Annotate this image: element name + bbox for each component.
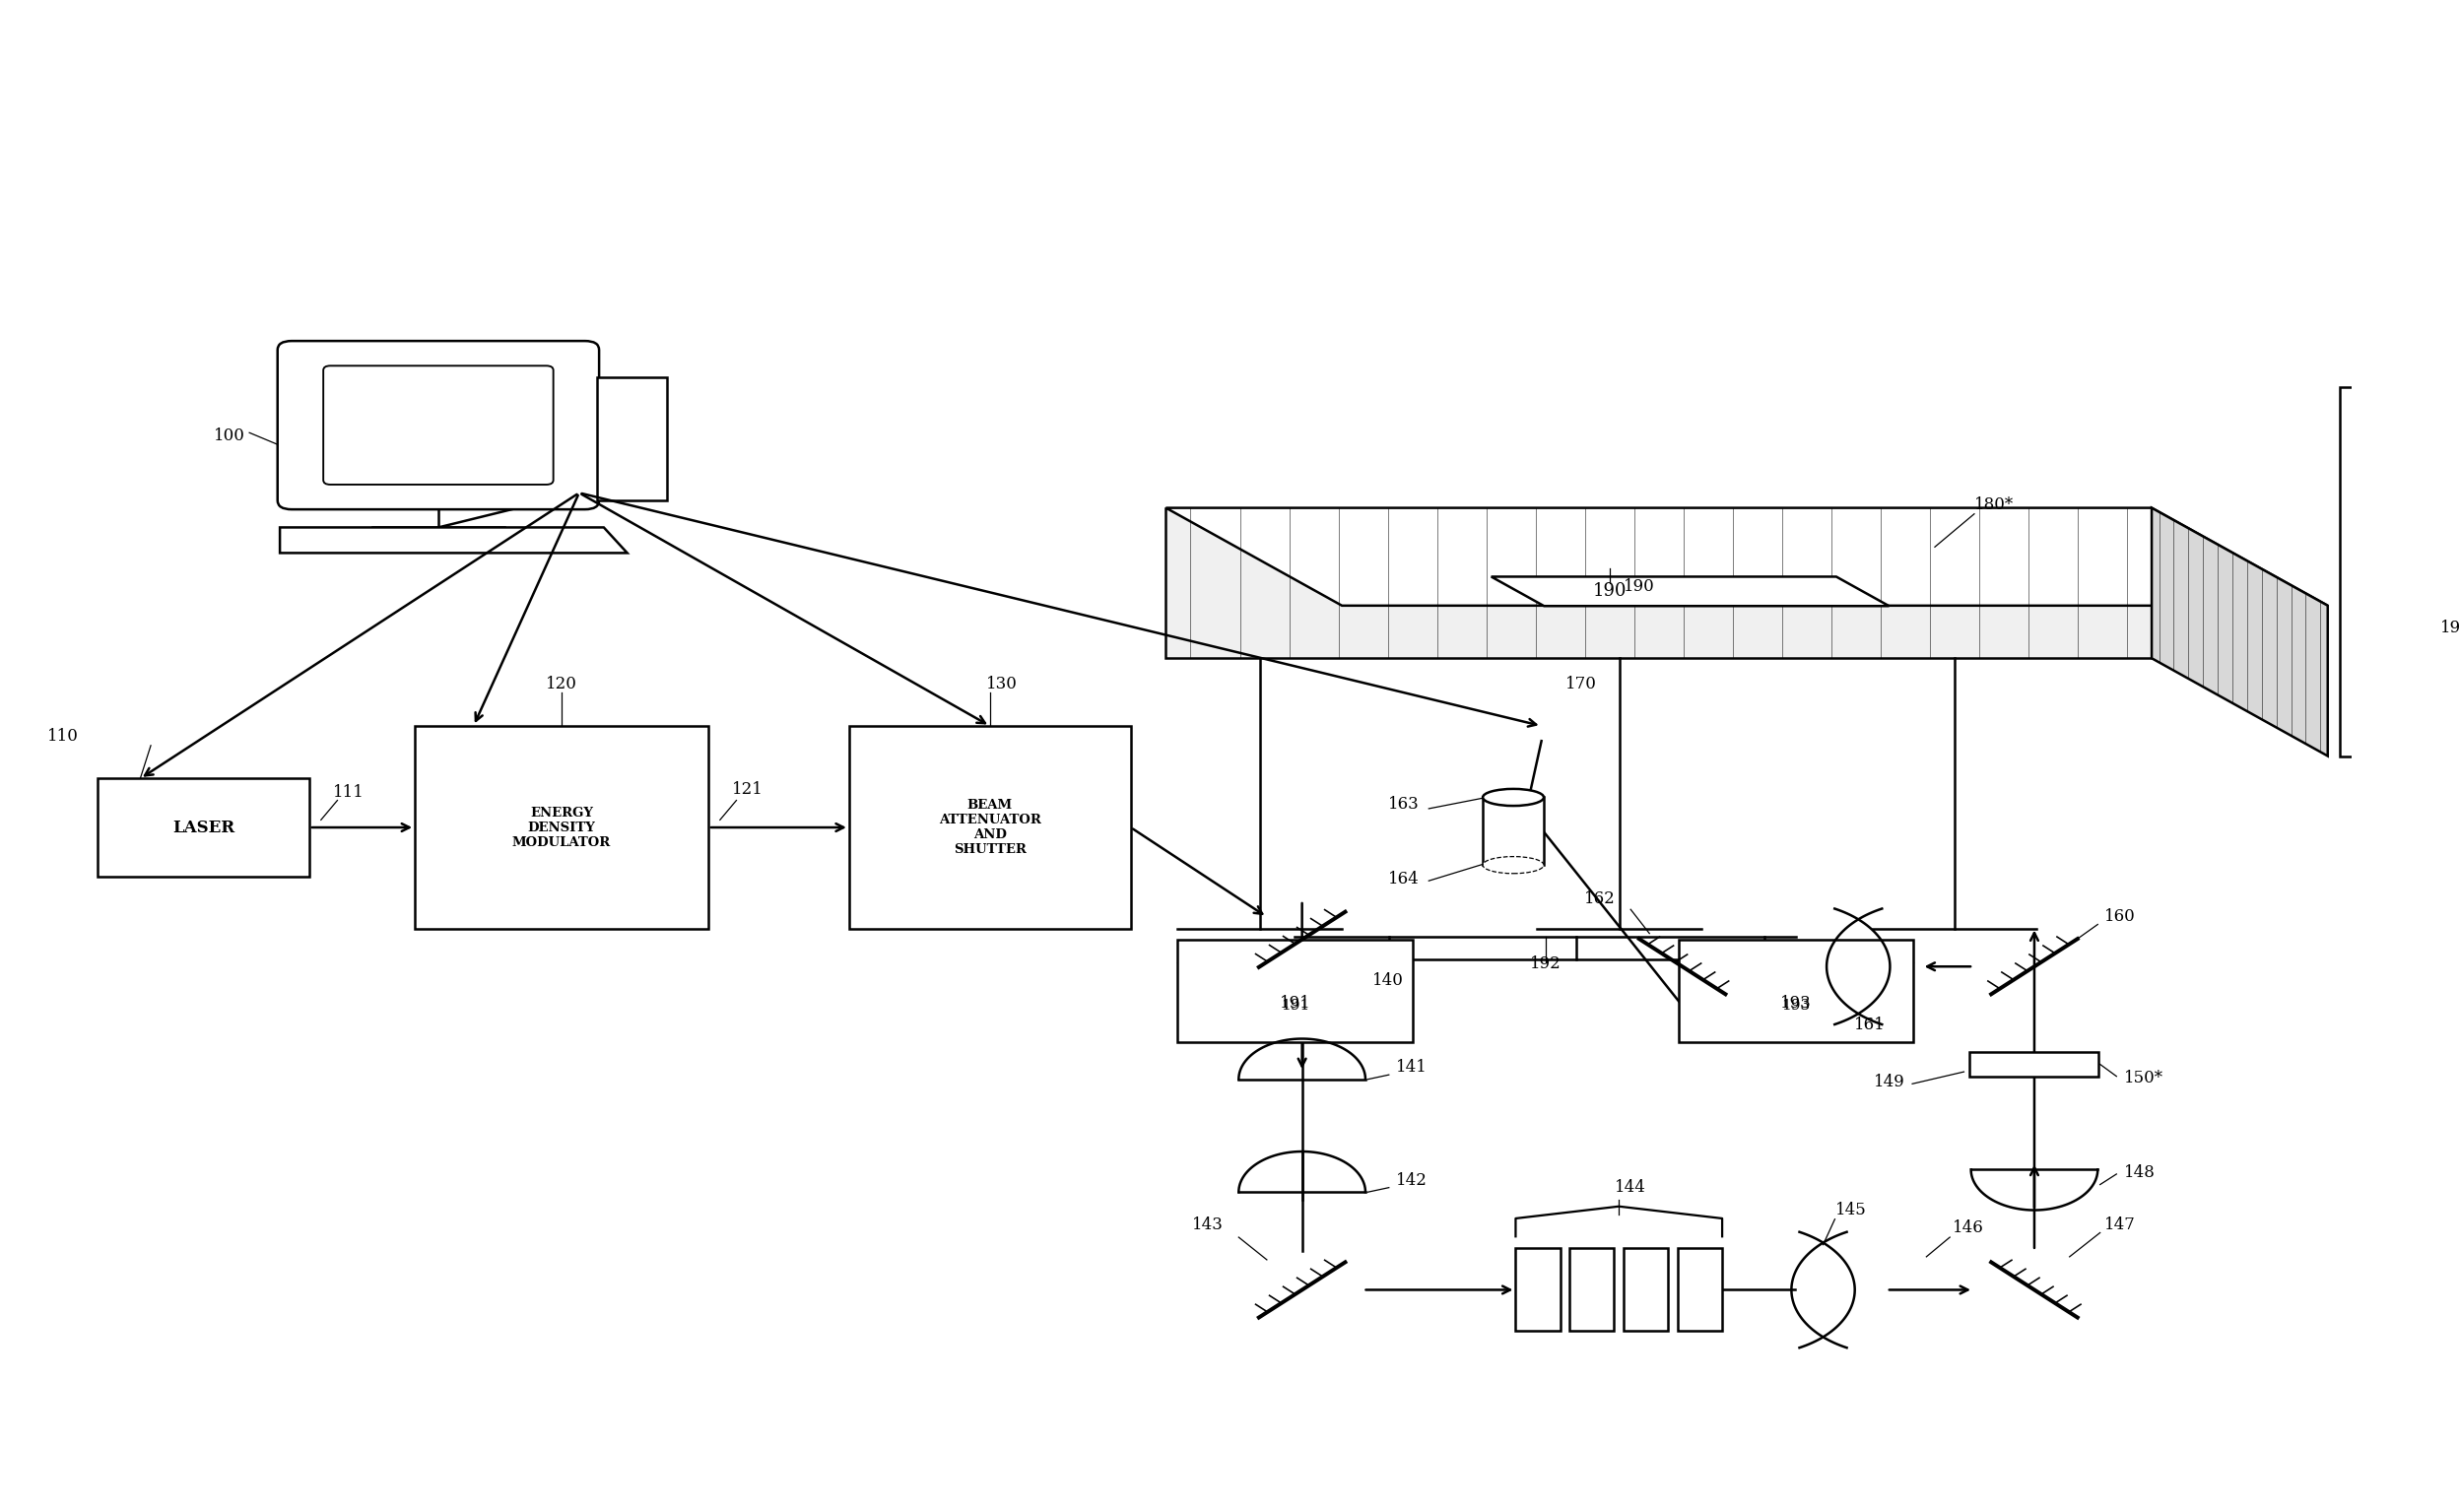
Text: 193: 193 <box>1780 999 1810 1013</box>
Text: 150*: 150* <box>2125 1069 2164 1086</box>
Text: 194: 194 <box>2439 618 2459 637</box>
Text: 162: 162 <box>1584 891 1616 907</box>
Text: 180*: 180* <box>1975 496 2014 513</box>
Text: 191: 191 <box>1281 999 1308 1013</box>
Bar <box>1569 1249 1613 1331</box>
Bar <box>598 376 666 500</box>
Bar <box>1677 1249 1721 1331</box>
Bar <box>1679 939 1913 1042</box>
Text: 120: 120 <box>546 676 578 692</box>
Text: ENERGY
DENSITY
MODULATOR: ENERGY DENSITY MODULATOR <box>511 806 610 848</box>
Text: 130: 130 <box>986 676 1018 692</box>
Bar <box>848 726 1131 928</box>
Text: 140: 140 <box>1372 972 1404 989</box>
Polygon shape <box>280 528 627 553</box>
Bar <box>1970 1052 2100 1077</box>
Text: 170: 170 <box>1564 676 1596 692</box>
Text: 191: 191 <box>1279 995 1311 1012</box>
Text: 146: 146 <box>1952 1220 1984 1237</box>
Ellipse shape <box>1483 789 1544 806</box>
Polygon shape <box>1166 508 2329 606</box>
FancyBboxPatch shape <box>278 340 600 510</box>
Text: 192: 192 <box>1529 956 1561 972</box>
Text: 100: 100 <box>214 428 246 445</box>
Text: 149: 149 <box>1874 1074 1906 1090</box>
Text: 141: 141 <box>1397 1058 1426 1075</box>
Bar <box>1623 1249 1667 1331</box>
Text: 193: 193 <box>1780 995 1812 1012</box>
Polygon shape <box>1490 576 1889 606</box>
Bar <box>416 726 708 928</box>
Text: 110: 110 <box>47 729 79 745</box>
Text: 121: 121 <box>733 782 762 798</box>
Text: 190: 190 <box>1593 582 1625 599</box>
Text: 163: 163 <box>1389 795 1419 812</box>
Ellipse shape <box>1483 857 1544 874</box>
Text: 190: 190 <box>1623 578 1655 594</box>
Text: 161: 161 <box>1854 1018 1886 1034</box>
Text: 164: 164 <box>1389 871 1419 888</box>
Text: 142: 142 <box>1397 1172 1426 1188</box>
Text: BEAM
ATTENUATOR
AND
SHUTTER: BEAM ATTENUATOR AND SHUTTER <box>939 798 1040 856</box>
Text: 145: 145 <box>1834 1202 1866 1219</box>
Text: LASER: LASER <box>172 820 234 836</box>
Polygon shape <box>2152 508 2329 756</box>
FancyBboxPatch shape <box>322 366 553 484</box>
Bar <box>1178 939 1411 1042</box>
Text: 160: 160 <box>2105 909 2137 925</box>
Bar <box>1483 797 1544 865</box>
Text: 147: 147 <box>2105 1217 2137 1234</box>
Text: 148: 148 <box>2125 1164 2154 1181</box>
Text: 144: 144 <box>1616 1179 1648 1196</box>
Text: 111: 111 <box>332 785 364 801</box>
Polygon shape <box>1166 508 2152 658</box>
Bar <box>1515 1249 1559 1331</box>
Bar <box>98 779 310 877</box>
Text: 143: 143 <box>1193 1217 1225 1234</box>
Bar <box>2339 387 2422 756</box>
